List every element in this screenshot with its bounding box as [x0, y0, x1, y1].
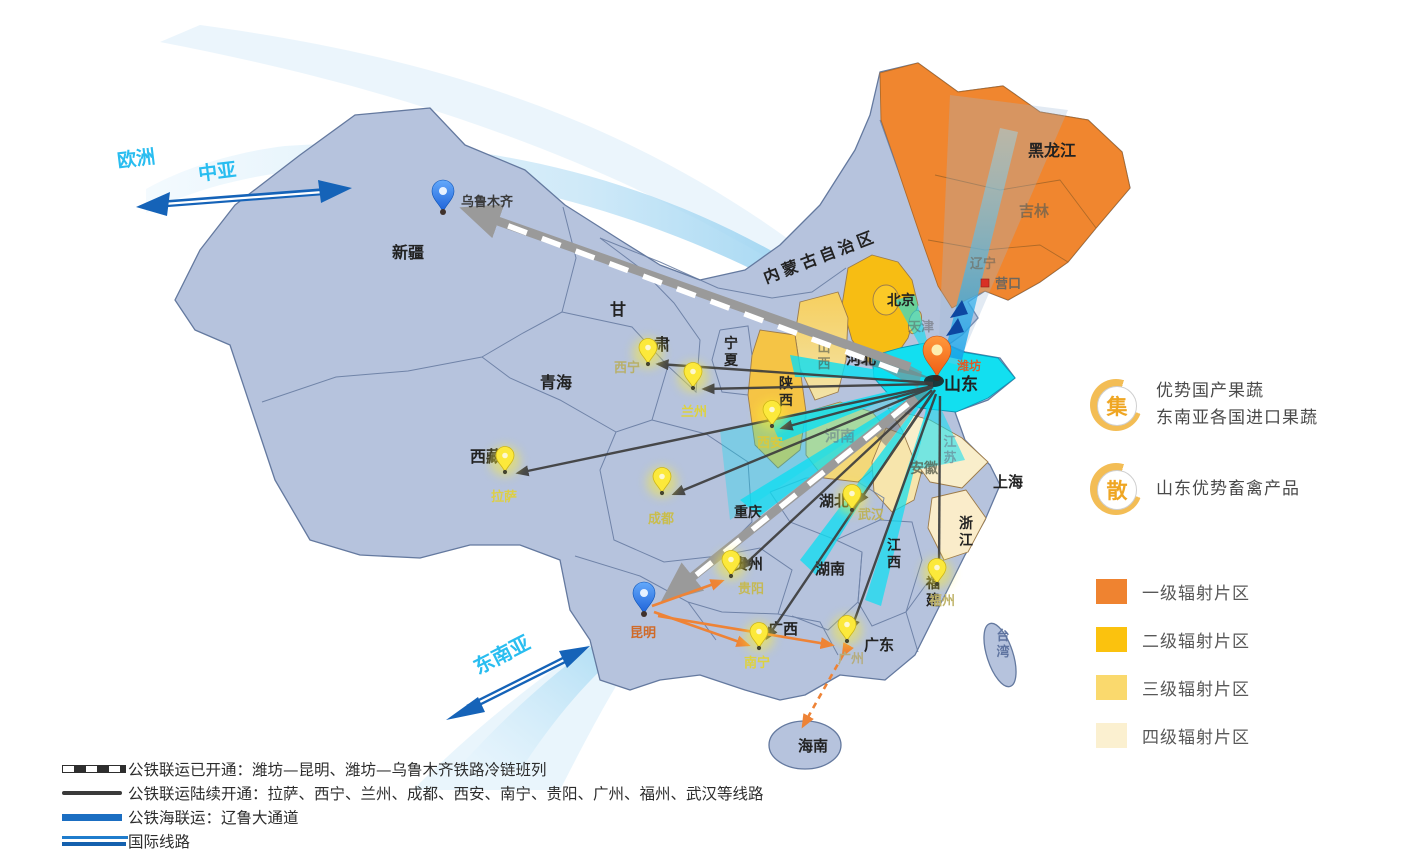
- province-label: 天津: [908, 319, 934, 335]
- city-label: 潍坊: [956, 358, 981, 373]
- city-label: 南宁: [744, 655, 770, 671]
- route-legend-row: 国际线路: [62, 829, 764, 853]
- disperse-text: 山东优势畜禽产品: [1156, 476, 1300, 503]
- zone-legend-row: 一级辐射片区: [1096, 578, 1250, 604]
- disperse-icon: 散: [1090, 463, 1142, 515]
- city-label: 西安: [757, 435, 783, 451]
- zone1-swatch: [1096, 578, 1127, 604]
- province-label: 安徽: [910, 460, 939, 477]
- rail-routes-planned: [515, 359, 945, 641]
- corridor-label: 欧洲: [116, 145, 157, 172]
- city-marker-square: [980, 278, 990, 288]
- province-label: 山东: [944, 374, 978, 395]
- route-legend-row: 公铁海联运：辽鲁大通道: [62, 805, 764, 829]
- province-label: 重庆: [734, 504, 762, 521]
- rail-planned-line-sample: [62, 791, 128, 795]
- city-label: 兰州: [681, 404, 707, 420]
- rail-open-label: 公铁联运已开通：潍坊—昆明、潍坊—乌鲁木齐铁路冷链班列: [128, 761, 547, 779]
- international-line-sample: [62, 836, 128, 846]
- international-label: 国际线路: [128, 833, 191, 851]
- province-label: 辽宁: [970, 256, 996, 272]
- city-label: 营口: [995, 276, 1021, 292]
- province-label: 海南: [798, 737, 828, 755]
- rail-open-line-sample: [62, 765, 128, 773]
- province-label: 湖南: [815, 560, 845, 578]
- corridor-label: 东南亚: [470, 630, 534, 679]
- zone4-swatch: [1096, 722, 1127, 748]
- province-label: 广东: [864, 636, 894, 654]
- disperse-line1: 山东优势畜禽产品: [1156, 478, 1300, 499]
- hub-legend-disperse: 散 山东优势畜禽产品: [1090, 463, 1300, 515]
- route-legend-row: 公铁联运陆续开通：拉萨、西宁、兰州、成都、西安、南宁、贵阳、广州、福州、武汉等线…: [62, 781, 764, 805]
- rail-routes-opened: [459, 204, 919, 603]
- province-label: 吉林: [1019, 202, 1050, 220]
- province-label: 黑龙江: [1028, 141, 1076, 160]
- province-label: 江苏: [943, 434, 956, 466]
- city-label: 拉萨: [491, 489, 517, 505]
- zone-legend-row: 三级辐射片区: [1096, 674, 1250, 700]
- province-label: 北京: [887, 292, 915, 309]
- city-label: 乌鲁木齐: [461, 194, 514, 210]
- zone3-swatch: [1096, 674, 1127, 700]
- province-label: 浙江: [959, 515, 973, 549]
- province-label: 青海: [540, 373, 572, 392]
- route-legend-row: 公铁联运已开通：潍坊—昆明、潍坊—乌鲁木齐铁路冷链班列: [62, 757, 764, 781]
- province-label: 新疆: [392, 243, 424, 262]
- collect-icon-char: 集: [1097, 386, 1137, 426]
- hub-legend-collect: 集 优势国产果蔬 东南亚各国进口果蔬: [1090, 378, 1318, 432]
- city-label: 广州: [838, 651, 864, 667]
- province-label: 江西: [887, 537, 901, 571]
- collect-line1: 优势国产果蔬: [1156, 381, 1264, 401]
- zone-legend-row: 四级辐射片区: [1096, 722, 1250, 748]
- province-label: 宁夏: [724, 335, 739, 369]
- province-label: 台湾: [996, 628, 1009, 660]
- collect-icon: 集: [1090, 379, 1142, 431]
- city-label: 昆明: [630, 625, 656, 641]
- corridor-label: 中亚: [197, 158, 238, 185]
- province-label: 上海: [993, 473, 1023, 491]
- international-arrows: [136, 180, 590, 720]
- distribution-fan: [720, 295, 965, 606]
- route-legend: 公铁联运已开通：潍坊—昆明、潍坊—乌鲁木齐铁路冷链班列 公铁联运陆续开通：拉萨、…: [62, 757, 764, 853]
- province-label: 河南: [825, 427, 855, 445]
- city-label: 贵阳: [738, 581, 764, 597]
- zone2-label: 二级辐射片区: [1142, 631, 1250, 652]
- collect-line2: 东南亚各国进口果蔬: [1156, 408, 1318, 428]
- province-label: 甘: [610, 300, 626, 319]
- zone-legend-row: 二级辐射片区: [1096, 626, 1250, 652]
- zone3-label: 三级辐射片区: [1142, 679, 1250, 700]
- disperse-icon-char: 散: [1097, 470, 1137, 510]
- city-label: 成都: [648, 511, 674, 527]
- liaolu-corridor: [938, 95, 1068, 365]
- rail-sea-label: 公铁海联运：辽鲁大通道: [128, 809, 299, 827]
- city-label: 西宁: [614, 360, 640, 376]
- city-label: 福州: [928, 593, 955, 609]
- zone2-swatch: [1096, 626, 1127, 652]
- rail-planned-label: 公铁联运陆续开通：拉萨、西宁、兰州、成都、西安、南宁、贵阳、广州、福州、武汉等线…: [128, 785, 764, 803]
- collect-text: 优势国产果蔬 东南亚各国进口果蔬: [1156, 378, 1318, 432]
- rail-sea-line-sample: [62, 813, 128, 821]
- zone4-label: 四级辐射片区: [1142, 727, 1250, 748]
- city-label: 武汉: [858, 507, 885, 523]
- kunming-feeder-routes: [651, 579, 854, 729]
- zone1-label: 一级辐射片区: [1142, 583, 1250, 604]
